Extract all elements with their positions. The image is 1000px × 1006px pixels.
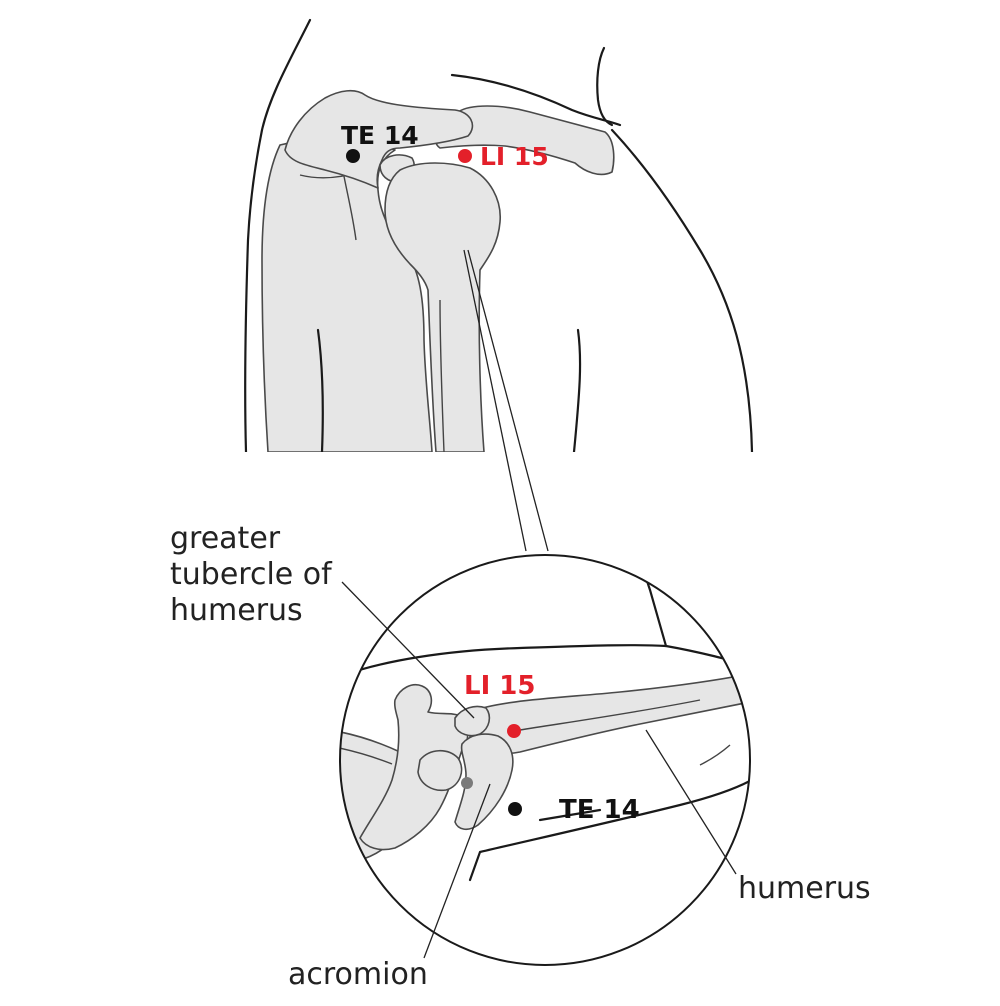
inset-te14-label: TE 14 (559, 795, 640, 825)
te14-point (346, 149, 360, 163)
inset-neck-contour (638, 558, 668, 648)
inset-lower-contour-2 (538, 808, 602, 822)
inset-li15-point (507, 724, 521, 738)
li15-point (458, 149, 472, 163)
humerus-leader (645, 729, 737, 875)
te14-label: TE 14 (341, 121, 419, 150)
humerus (384, 162, 501, 452)
humerus-label: humerus (738, 871, 871, 906)
inset-te14-point (508, 802, 522, 816)
acromion-label: acromion (288, 957, 428, 992)
inset-chest-line (699, 744, 731, 766)
inset-acromion (454, 733, 514, 831)
greater-tubercle-leader (341, 581, 475, 719)
humerus-shaft-line (439, 299, 445, 452)
li15-label: LI 15 (480, 142, 549, 171)
neck-contour (244, 18, 312, 452)
inset-scapula-blade (359, 684, 469, 851)
chest-contour (572, 328, 582, 452)
inset-li15-label: LI 15 (464, 671, 535, 701)
neck-right-contour (596, 46, 614, 127)
inset-back-contour (664, 644, 750, 670)
greater-tubercle-label-line3: humerus (170, 593, 303, 628)
acromion (284, 89, 474, 189)
zoom-line-right (467, 249, 549, 552)
greater-tubercle-label-line1: greater (170, 521, 281, 556)
inset-lower-contour (468, 773, 750, 882)
inset-scapula-ridge (340, 745, 393, 765)
inset-acromion-point (461, 777, 473, 789)
magnified-inset: LI 15 TE 14 (339, 554, 751, 966)
top-shoulder-illustration: TE 14 LI 15 (244, 18, 754, 452)
zoom-line-left (463, 249, 527, 552)
scapula (261, 138, 433, 452)
trapezius-contour (450, 73, 622, 127)
scapula-medial-contour (316, 328, 324, 452)
greater-tubercle-label-line2: tubercle of (170, 557, 333, 592)
deltoid-contour (610, 128, 754, 452)
acromion-leader (423, 783, 491, 959)
inset-humerus (469, 671, 750, 755)
clavicle (434, 105, 615, 176)
inset-circle (339, 554, 751, 966)
inset-greater-tubercle (454, 705, 491, 737)
inset-coracoid (417, 749, 463, 792)
inset-humerus-line (519, 699, 701, 731)
inset-shoulder-upper-contour (340, 644, 668, 682)
